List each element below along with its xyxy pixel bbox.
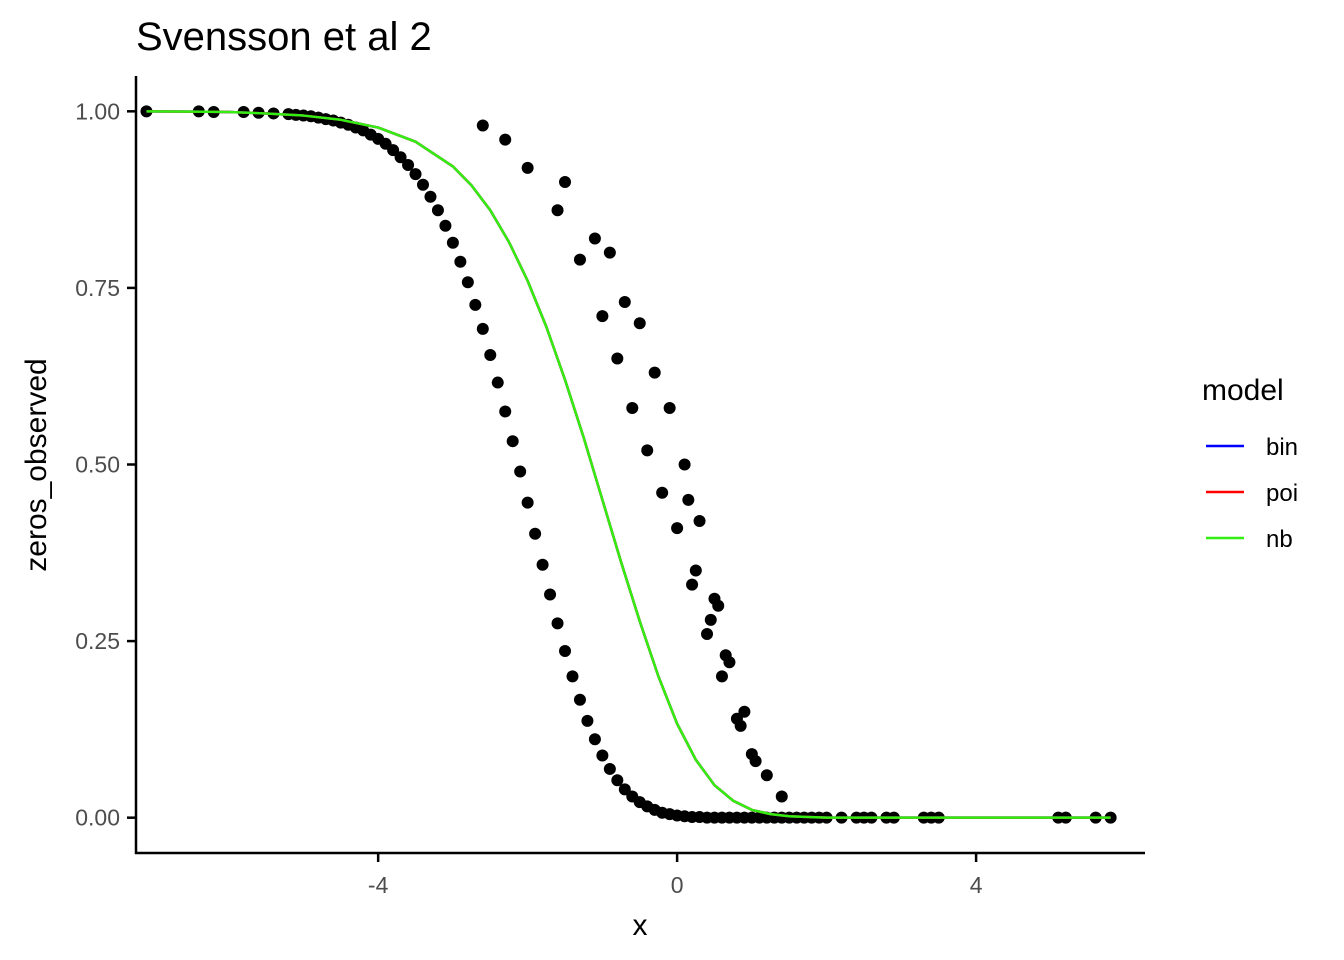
chart-title: Svensson et al 2 [136, 15, 432, 59]
data-point [536, 558, 549, 571]
legend-entries: bin poi nb [1206, 434, 1298, 553]
data-point [663, 401, 676, 414]
data-point [603, 762, 616, 775]
y-ticks: 0.00 0.25 0.50 0.75 1.00 [75, 98, 136, 831]
data-point [454, 255, 467, 268]
x-axis-title: x [633, 909, 648, 942]
y-tick-label: 1.00 [75, 98, 120, 124]
y-tick-label: 0.75 [75, 275, 120, 301]
data-point [611, 352, 624, 365]
data-point [566, 670, 579, 683]
data-point [551, 204, 564, 217]
data-point [626, 401, 639, 414]
series-line-bin [146, 110, 1111, 819]
legend-label-nb: nb [1266, 526, 1293, 553]
data-point [529, 527, 542, 540]
data-point [581, 714, 594, 727]
data-point [596, 310, 609, 323]
data-point [469, 298, 482, 311]
data-point [656, 486, 669, 499]
data-point [461, 276, 474, 289]
data-point [648, 366, 661, 379]
data-point [573, 693, 586, 706]
data-point [506, 435, 519, 448]
data-point [618, 296, 631, 309]
data-point [499, 405, 512, 418]
x-tick-label: 4 [970, 872, 983, 898]
data-point [417, 178, 429, 191]
data-point [678, 458, 691, 471]
data-point [749, 755, 762, 768]
data-point [559, 644, 572, 657]
y-axis-title: zeros_observed [20, 358, 53, 571]
data-point [734, 719, 747, 732]
series-line-poi [146, 110, 1111, 819]
data-point [446, 236, 459, 249]
data-point [387, 144, 400, 157]
y-tick-label: 0.50 [75, 452, 120, 478]
data-point [431, 204, 444, 217]
x-tick-label: -4 [368, 872, 389, 898]
data-point [686, 578, 699, 591]
data-point [704, 613, 717, 626]
data-point [603, 246, 616, 259]
data-point [689, 564, 702, 577]
data-point [719, 649, 732, 662]
data-point [611, 774, 624, 787]
data-point [738, 705, 751, 718]
data-point [573, 253, 586, 266]
data-point [484, 349, 497, 362]
x-ticks: -4 0 4 [368, 853, 983, 898]
data-point [693, 515, 706, 528]
data-point [544, 588, 557, 601]
data-point [596, 749, 609, 762]
data-point [701, 628, 714, 641]
data-point [559, 175, 572, 188]
legend-title: model [1202, 374, 1284, 407]
data-point [424, 190, 437, 203]
data-point [514, 465, 527, 478]
legend: model bin poi nb [1202, 374, 1298, 553]
data-point [760, 769, 773, 782]
data-point [633, 317, 646, 330]
data-point [521, 496, 534, 509]
data-point [394, 151, 407, 164]
data-point [409, 168, 422, 181]
data-point [588, 733, 601, 746]
data-point [712, 599, 725, 612]
data-point [499, 133, 512, 146]
points-layer [140, 105, 1117, 824]
data-point [671, 522, 684, 535]
data-point [641, 444, 654, 457]
data-point [439, 219, 452, 232]
data-point [402, 159, 415, 171]
data-point [476, 119, 489, 132]
data-point [715, 670, 728, 683]
data-point [551, 617, 564, 630]
legend-label-bin: bin [1266, 434, 1298, 461]
data-point [682, 493, 695, 506]
data-point [491, 376, 504, 389]
data-point [618, 783, 631, 796]
y-tick-label: 0.00 [75, 805, 120, 831]
data-point [775, 790, 788, 803]
legend-label-poi: poi [1266, 480, 1298, 507]
data-point [588, 232, 601, 245]
data-point [476, 322, 489, 335]
y-tick-label: 0.25 [75, 628, 120, 654]
x-tick-label: 0 [671, 872, 684, 898]
data-point [521, 161, 534, 174]
plot-area [140, 105, 1117, 824]
lines-layer [146, 110, 1111, 819]
series-line-nb [146, 110, 1111, 819]
